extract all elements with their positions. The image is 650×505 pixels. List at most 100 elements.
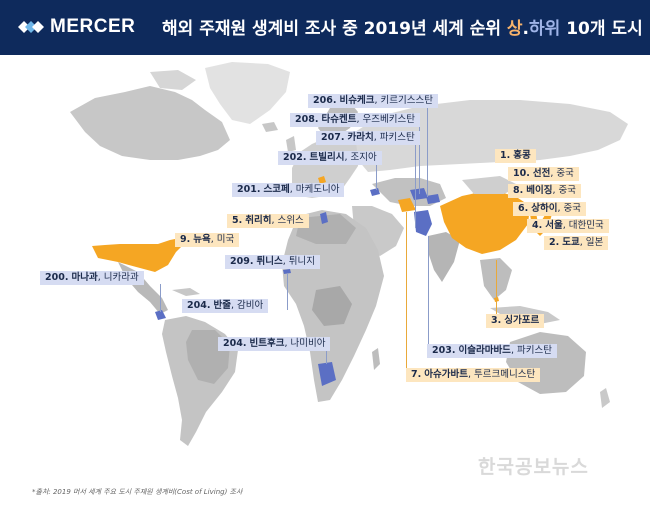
leader-line-banjul bbox=[287, 274, 288, 310]
country-switzerland bbox=[318, 176, 326, 184]
top-city-rank: 10. bbox=[513, 168, 530, 179]
top-city-name: 도쿄 bbox=[562, 237, 580, 248]
top-city-label-hongkong: 1. 홍콩 bbox=[495, 149, 536, 163]
top-city-name: 서울 bbox=[545, 220, 563, 231]
title-high: 상 bbox=[506, 19, 523, 39]
leader-line-managua bbox=[160, 284, 161, 312]
top-city-country: 일본 bbox=[585, 237, 604, 248]
caribbean bbox=[172, 288, 200, 296]
top-city-country: 스위스 bbox=[277, 215, 304, 226]
new-zealand bbox=[600, 388, 610, 408]
leader-line-bishkek bbox=[427, 107, 428, 197]
top-city-label-seoul: 4. 서울, 대한민국 bbox=[527, 219, 609, 233]
top-city-country: 미국 bbox=[216, 234, 235, 245]
top-city-rank: 2. bbox=[549, 237, 560, 248]
bottom-city-name: 스코페 bbox=[263, 184, 290, 195]
top-city-label-zurich: 5. 취리히, 스위스 bbox=[227, 214, 309, 228]
bottom-city-name: 튀니스 bbox=[256, 256, 283, 267]
bottom-city-rank: 208. bbox=[295, 114, 319, 125]
bottom-city-country: 튀니지 bbox=[288, 256, 315, 267]
country-pakistan bbox=[414, 210, 432, 236]
australia bbox=[506, 332, 586, 394]
top-city-country: 중국 bbox=[558, 185, 577, 196]
title-low: 하위 bbox=[529, 19, 561, 39]
arctic-islands bbox=[150, 70, 196, 90]
logo-text: MERCER bbox=[50, 16, 136, 37]
top-city-name: 상하이 bbox=[531, 203, 558, 214]
bottom-city-name: 이슬라마바드 bbox=[458, 345, 511, 356]
title-suffix: 10개 도시 bbox=[560, 19, 643, 39]
header-bar: MERCER 해외 주재원 생계비 조사 중 2019년 세계 순위 상.하위 … bbox=[0, 0, 650, 55]
bottom-city-rank: 204. bbox=[187, 300, 211, 311]
top-city-name: 싱가포르 bbox=[504, 315, 540, 326]
bottom-city-country: 파키스탄 bbox=[516, 345, 552, 356]
country-uzbekistan bbox=[410, 188, 428, 200]
bottom-city-rank: 206. bbox=[313, 95, 337, 106]
top-city-label-shenzhen: 10. 선전, 중국 bbox=[508, 167, 579, 181]
bottom-city-label-bishkek: 206. 비슈케크, 키르기스스탄 bbox=[308, 94, 438, 108]
top-city-rank: 7. bbox=[411, 369, 422, 380]
top-city-country: 투르크메니스탄 bbox=[474, 369, 536, 380]
country-kyrgyzstan bbox=[426, 194, 440, 204]
leader-line-singapore bbox=[496, 260, 497, 316]
title-dot: . bbox=[522, 19, 530, 39]
greenland bbox=[205, 62, 290, 124]
bottom-city-name: 마나과 bbox=[71, 272, 98, 283]
bottom-city-name: 카라치 bbox=[347, 132, 374, 143]
uk bbox=[286, 136, 296, 152]
bottom-city-label-tunis: 209. 튀니스, 튀니지 bbox=[225, 255, 320, 269]
bottom-city-country: 나미비아 bbox=[290, 338, 326, 349]
top-city-name: 선전 bbox=[532, 168, 551, 179]
bottom-city-name: 반줄 bbox=[213, 300, 231, 311]
india bbox=[428, 232, 460, 282]
top-city-name: 취리히 bbox=[245, 215, 272, 226]
country-nicaragua bbox=[155, 310, 166, 320]
bottom-city-name: 트빌리시 bbox=[309, 152, 345, 163]
top-city-rank: 3. bbox=[491, 315, 502, 326]
country-china bbox=[440, 190, 530, 254]
top-city-rank: 8. bbox=[513, 185, 524, 196]
top-city-label-singapore: 3. 싱가포르 bbox=[486, 314, 545, 328]
top-city-label-shanghai: 6. 상하이, 중국 bbox=[513, 202, 587, 216]
leader-line-tashkent bbox=[419, 126, 420, 194]
bottom-city-name: 타슈켄트 bbox=[321, 114, 357, 125]
top-city-rank: 9. bbox=[180, 234, 191, 245]
country-usa bbox=[92, 238, 182, 272]
europe bbox=[292, 132, 360, 198]
top-city-rank: 6. bbox=[518, 203, 529, 214]
bottom-city-rank: 203. bbox=[432, 345, 456, 356]
bottom-city-name: 빈트후크 bbox=[249, 338, 285, 349]
north-africa bbox=[296, 214, 356, 244]
page-title: 해외 주재원 생계비 조사 중 2019년 세계 순위 상.하위 10개 도시 bbox=[162, 14, 643, 39]
top-city-rank: 5. bbox=[232, 215, 243, 226]
top-city-name: 베이징 bbox=[526, 185, 553, 196]
bottom-city-label-windhoek: 204. 빈트후크, 나미비아 bbox=[218, 337, 331, 351]
top-city-country: 중국 bbox=[556, 168, 574, 179]
bottom-city-label-tashkent: 208. 타슈켄트, 우즈베키스탄 bbox=[290, 113, 420, 127]
top-city-name: 홍콩 bbox=[513, 150, 531, 161]
bottom-city-rank: 204. bbox=[223, 338, 247, 349]
bottom-city-name: 비슈케크 bbox=[339, 95, 375, 106]
bottom-city-rank: 209. bbox=[230, 256, 254, 267]
top-city-name: 아슈가바트 bbox=[424, 369, 468, 380]
top-city-country: 대한민국 bbox=[568, 220, 604, 231]
iceland bbox=[262, 122, 278, 132]
bottom-city-rank: 200. bbox=[45, 272, 69, 283]
leader-line-karachi bbox=[415, 144, 416, 228]
bottom-city-label-islamabad: 203. 이슬라마바드, 파키스탄 bbox=[427, 344, 557, 358]
canada bbox=[70, 86, 230, 160]
leader-line-islamabad bbox=[428, 236, 429, 344]
country-namibia bbox=[318, 362, 336, 386]
bottom-city-rank: 202. bbox=[283, 152, 307, 163]
russia bbox=[355, 100, 628, 172]
bottom-city-country: 마케도니아 bbox=[295, 184, 340, 195]
bottom-city-label-banjul: 204. 반줄, 감비아 bbox=[182, 299, 269, 313]
source-note: *출처: 2019 머서 세계 주요 도시 주재원 생계비(Cost of Li… bbox=[32, 488, 243, 496]
madagascar bbox=[372, 348, 380, 370]
country-tunisia bbox=[320, 212, 328, 224]
bottom-city-label-skopje: 201. 스코페, 마케도니아 bbox=[232, 183, 345, 197]
bottom-city-label-karachi: 207. 카라치, 파키스탄 bbox=[316, 131, 420, 145]
bottom-city-country: 조지아 bbox=[350, 152, 377, 163]
top-city-label-ashgabat: 7. 아슈가바트, 투르크메니스탄 bbox=[406, 368, 541, 382]
leader-line-windhoek bbox=[326, 348, 327, 364]
